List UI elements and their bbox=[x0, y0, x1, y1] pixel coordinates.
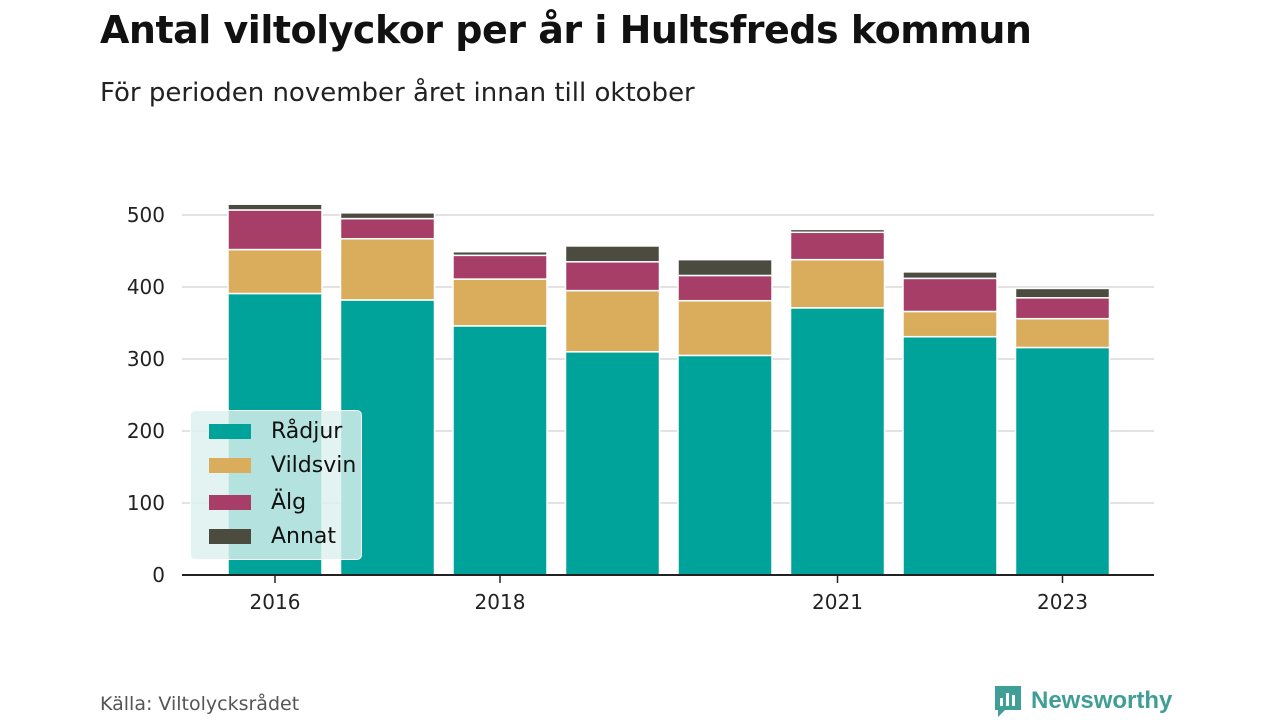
legend-item-annat: Annat bbox=[209, 522, 336, 550]
legend-label-vildsvin: Vildsvin bbox=[271, 452, 357, 478]
bar-alg-2018 bbox=[452, 254, 548, 280]
y-tick-label-400: 400 bbox=[127, 275, 165, 299]
bar-alg-2023 bbox=[1014, 297, 1111, 320]
legend-item-vildsvin: Vildsvin bbox=[209, 451, 356, 479]
y-tick-label-200: 200 bbox=[127, 419, 165, 443]
y-tick-label-500: 500 bbox=[127, 203, 165, 227]
legend: Rådjur Vildsvin Älg Annat bbox=[190, 410, 362, 560]
legend-label-annat: Annat bbox=[271, 523, 337, 549]
y-tick-label-300: 300 bbox=[127, 347, 165, 371]
bar-annat-2022 bbox=[902, 271, 998, 280]
x-tick-label-2018: 2018 bbox=[475, 590, 526, 614]
x-tick-label-2021: 2021 bbox=[812, 590, 863, 614]
bar-annat-2019 bbox=[564, 245, 661, 263]
bar-annat-2016 bbox=[227, 203, 323, 211]
x-tick-label-2016: 2016 bbox=[250, 590, 301, 614]
x-axis-ticks: 2016 2018 2021 2023 bbox=[250, 575, 1088, 614]
bar-radjur-2021 bbox=[789, 307, 886, 576]
bar-vildsvin-2017 bbox=[339, 238, 436, 301]
bar-alg-2017 bbox=[339, 217, 436, 240]
legend-item-radjur: Rådjur bbox=[209, 417, 342, 445]
bar-vildsvin-2019 bbox=[564, 289, 661, 353]
chart-subtitle: För perioden november året innan till ok… bbox=[100, 78, 695, 108]
bar-vildsvin-2020 bbox=[677, 299, 773, 357]
newsworthy-logo-icon bbox=[995, 686, 1021, 717]
x-tick-label-2023: 2023 bbox=[1037, 590, 1088, 614]
legend-swatch-alg bbox=[209, 494, 251, 510]
legend-swatch-vildsvin bbox=[209, 457, 251, 473]
y-tick-label-100: 100 bbox=[127, 491, 165, 515]
bar-alg-2016 bbox=[227, 209, 323, 251]
bar-radjur-2019 bbox=[564, 351, 661, 576]
bar-radjur-2018 bbox=[452, 325, 548, 576]
bar-vildsvin-2016 bbox=[227, 248, 323, 295]
legend-item-alg: Älg bbox=[209, 488, 306, 516]
bar-annat-2018 bbox=[452, 250, 548, 257]
bar-vildsvin-2022 bbox=[902, 310, 998, 338]
bar-annat-2020 bbox=[677, 258, 773, 277]
bar-radjur-2022 bbox=[902, 335, 998, 576]
chart-title: Antal viltolyckor per år i Hultsfreds ko… bbox=[100, 8, 1032, 52]
legend-swatch-radjur bbox=[209, 423, 251, 439]
legend-swatch-annat bbox=[209, 528, 251, 544]
bar-alg-2019 bbox=[564, 261, 661, 292]
bar-alg-2020 bbox=[677, 274, 773, 302]
bar-vildsvin-2023 bbox=[1014, 317, 1111, 349]
source-note: Källa: Viltolycksrådet bbox=[100, 693, 300, 715]
bar-annat-2023 bbox=[1014, 287, 1111, 299]
bar-alg-2021 bbox=[789, 231, 886, 261]
bar-alg-2022 bbox=[902, 277, 998, 313]
brand-name: Newsworthy bbox=[1031, 687, 1173, 714]
legend-label-radjur: Rådjur bbox=[271, 418, 343, 444]
y-tick-label-0: 0 bbox=[152, 563, 165, 587]
y-axis-ticks: 0 100 200 300 400 500 bbox=[127, 203, 165, 587]
bar-annat-2017 bbox=[339, 212, 436, 220]
bar-vildsvin-2021 bbox=[789, 258, 886, 309]
bar-radjur-2020 bbox=[677, 354, 773, 576]
bar-radjur-2023 bbox=[1014, 346, 1111, 576]
bar-annat-2021 bbox=[789, 228, 886, 234]
brand-logo[interactable]: Newsworthy bbox=[993, 684, 1172, 718]
legend-label-alg: Älg bbox=[271, 489, 307, 515]
bar-vildsvin-2018 bbox=[452, 278, 548, 327]
